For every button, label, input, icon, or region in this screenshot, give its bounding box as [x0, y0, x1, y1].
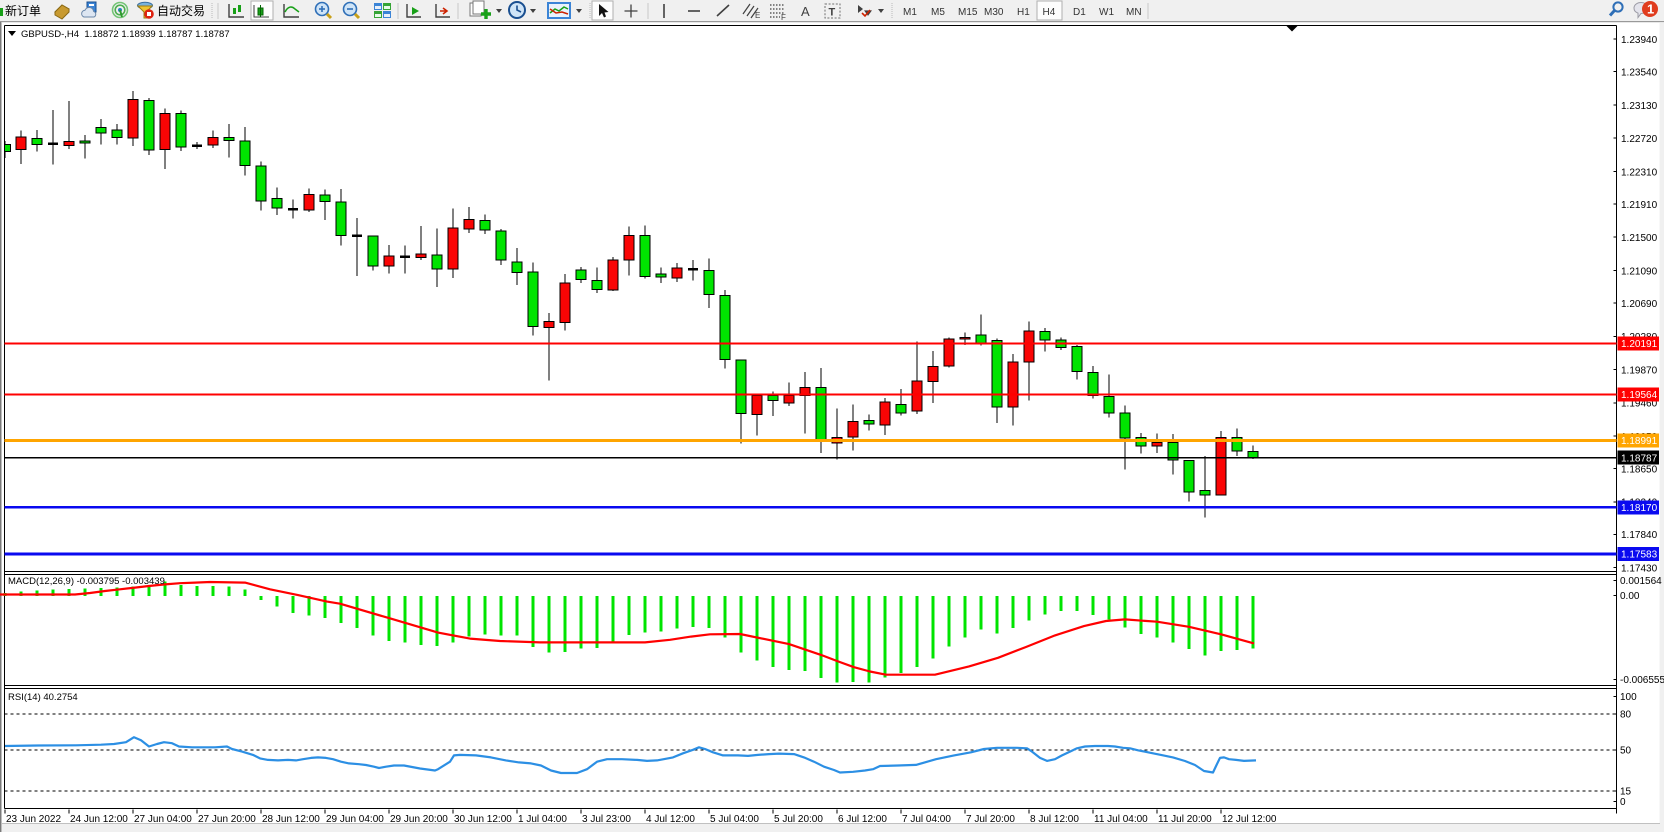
svg-text:7 Jul 04:00: 7 Jul 04:00: [902, 814, 951, 825]
svg-text:1.21500: 1.21500: [1621, 233, 1658, 244]
svg-text:自动交易: 自动交易: [157, 3, 205, 18]
svg-text:30 Jun 12:00: 30 Jun 12:00: [454, 814, 512, 825]
svg-text:A: A: [801, 4, 810, 19]
svg-text:1 Jul 04:00: 1 Jul 04:00: [518, 814, 567, 825]
svg-text:1.17840: 1.17840: [1621, 530, 1658, 541]
svg-text:D1: D1: [1073, 7, 1086, 18]
svg-text:T: T: [829, 7, 836, 19]
svg-text:15: 15: [1620, 787, 1632, 798]
svg-text:27 Jun 20:00: 27 Jun 20:00: [198, 814, 256, 825]
svg-text:H4: H4: [1043, 7, 1056, 18]
svg-text:0.00: 0.00: [1620, 591, 1640, 602]
svg-text:6 Jul 12:00: 6 Jul 12:00: [838, 814, 887, 825]
svg-text:28 Jun 12:00: 28 Jun 12:00: [262, 814, 320, 825]
svg-text:1.21090: 1.21090: [1621, 266, 1658, 277]
svg-text:29 Jun 20:00: 29 Jun 20:00: [390, 814, 448, 825]
svg-text:50: 50: [1620, 745, 1632, 756]
svg-text:E: E: [755, 11, 760, 20]
svg-text:1.18650: 1.18650: [1621, 464, 1658, 475]
svg-text:3 Jul 23:00: 3 Jul 23:00: [582, 814, 631, 825]
svg-text:M5: M5: [931, 7, 945, 18]
svg-text:1.18787: 1.18787: [1621, 453, 1658, 464]
svg-text:1.22720: 1.22720: [1621, 134, 1658, 145]
svg-text:MACD(12,26,9) -0.003795 -0.003: MACD(12,26,9) -0.003795 -0.003439: [8, 576, 165, 587]
svg-text:29 Jun 04:00: 29 Jun 04:00: [326, 814, 384, 825]
svg-text:27 Jun 04:00: 27 Jun 04:00: [134, 814, 192, 825]
svg-text:0.001564: 0.001564: [1620, 576, 1662, 587]
svg-text:5 Jul 20:00: 5 Jul 20:00: [774, 814, 823, 825]
svg-text:RSI(14) 40.2754: RSI(14) 40.2754: [8, 692, 78, 703]
svg-text:1.19564: 1.19564: [1621, 390, 1658, 401]
svg-text:4 Jul 12:00: 4 Jul 12:00: [646, 814, 695, 825]
svg-text:1.19460: 1.19460: [1621, 399, 1658, 410]
svg-text:0: 0: [1620, 797, 1626, 808]
svg-text:24 Jun 12:00: 24 Jun 12:00: [70, 814, 128, 825]
svg-text:1.22310: 1.22310: [1621, 167, 1658, 178]
svg-text:M1: M1: [903, 7, 917, 18]
svg-text:H1: H1: [1017, 7, 1030, 18]
svg-text:7 Jul 20:00: 7 Jul 20:00: [966, 814, 1015, 825]
svg-text:1.18170: 1.18170: [1621, 503, 1658, 514]
svg-text:1.18991: 1.18991: [1621, 436, 1658, 447]
svg-text:1.20191: 1.20191: [1621, 339, 1658, 350]
svg-text:M15: M15: [958, 7, 978, 18]
svg-text:M30: M30: [984, 7, 1004, 18]
svg-text:-0.006555: -0.006555: [1620, 675, 1664, 686]
svg-text:MN: MN: [1126, 7, 1142, 18]
svg-text:11 Jul 20:00: 11 Jul 20:00: [1158, 814, 1212, 825]
svg-text:23 Jun 2022: 23 Jun 2022: [6, 814, 61, 825]
svg-text:8 Jul 12:00: 8 Jul 12:00: [1030, 814, 1079, 825]
svg-text:1.21910: 1.21910: [1621, 200, 1658, 211]
svg-text:100: 100: [1620, 692, 1637, 703]
svg-text:F: F: [781, 13, 786, 22]
svg-text:1.23940: 1.23940: [1621, 35, 1658, 46]
svg-text:GBPUSD-,H4 1.18872 1.18939 1.: GBPUSD-,H4 1.18872 1.18939 1.18787 1.187…: [21, 29, 230, 40]
svg-text:11 Jul 04:00: 11 Jul 04:00: [1094, 814, 1148, 825]
svg-text:新订单: 新订单: [5, 3, 41, 18]
svg-text:1.17430: 1.17430: [1621, 563, 1658, 574]
svg-text:12 Jul 12:00: 12 Jul 12:00: [1222, 814, 1277, 825]
svg-text:80: 80: [1620, 710, 1632, 721]
svg-text:5 Jul 04:00: 5 Jul 04:00: [710, 814, 759, 825]
svg-text:1: 1: [1647, 2, 1654, 17]
svg-text:1.23540: 1.23540: [1621, 68, 1658, 79]
svg-text:1.20690: 1.20690: [1621, 299, 1658, 310]
svg-text:1.17583: 1.17583: [1621, 550, 1658, 561]
svg-text:1.19870: 1.19870: [1621, 365, 1658, 376]
svg-text:W1: W1: [1099, 7, 1114, 18]
svg-text:1.23130: 1.23130: [1621, 101, 1658, 112]
